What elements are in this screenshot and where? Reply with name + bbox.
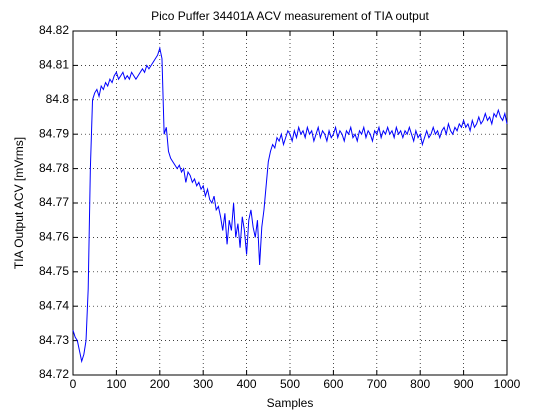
- x-tick-label: 100: [106, 377, 126, 391]
- x-tick-label: 300: [193, 377, 213, 391]
- x-tick-label: 800: [410, 377, 430, 391]
- x-axis-label: Samples: [267, 396, 314, 410]
- x-tick-label: 500: [280, 377, 300, 391]
- y-tick-label: 84.8: [46, 92, 70, 106]
- y-tick-label: 84.82: [39, 23, 69, 37]
- y-tick-label: 84.75: [39, 264, 69, 278]
- x-tick-label: 1000: [494, 377, 521, 391]
- x-tick-label: 900: [454, 377, 474, 391]
- y-tick-label: 84.73: [39, 333, 69, 347]
- y-tick-label: 84.77: [39, 195, 69, 209]
- y-axis-label: TIA Output ACV [mVrms]: [12, 137, 26, 269]
- y-tick-label: 84.81: [39, 58, 69, 72]
- y-tick-label: 84.79: [39, 126, 69, 140]
- x-tick-label: 600: [323, 377, 343, 391]
- x-tick-label: 200: [150, 377, 170, 391]
- x-tick-label: 700: [367, 377, 387, 391]
- y-tick-label: 84.78: [39, 161, 69, 175]
- x-tick-label: 0: [70, 377, 77, 391]
- x-tick-label: 400: [237, 377, 257, 391]
- y-tick-label: 84.76: [39, 230, 69, 244]
- data-line: [72, 46, 508, 364]
- y-tick-label: 84.72: [39, 367, 69, 381]
- chart-title: Pico Puffer 34401A ACV measurement of TI…: [151, 9, 429, 23]
- y-tick-label: 84.74: [39, 298, 69, 312]
